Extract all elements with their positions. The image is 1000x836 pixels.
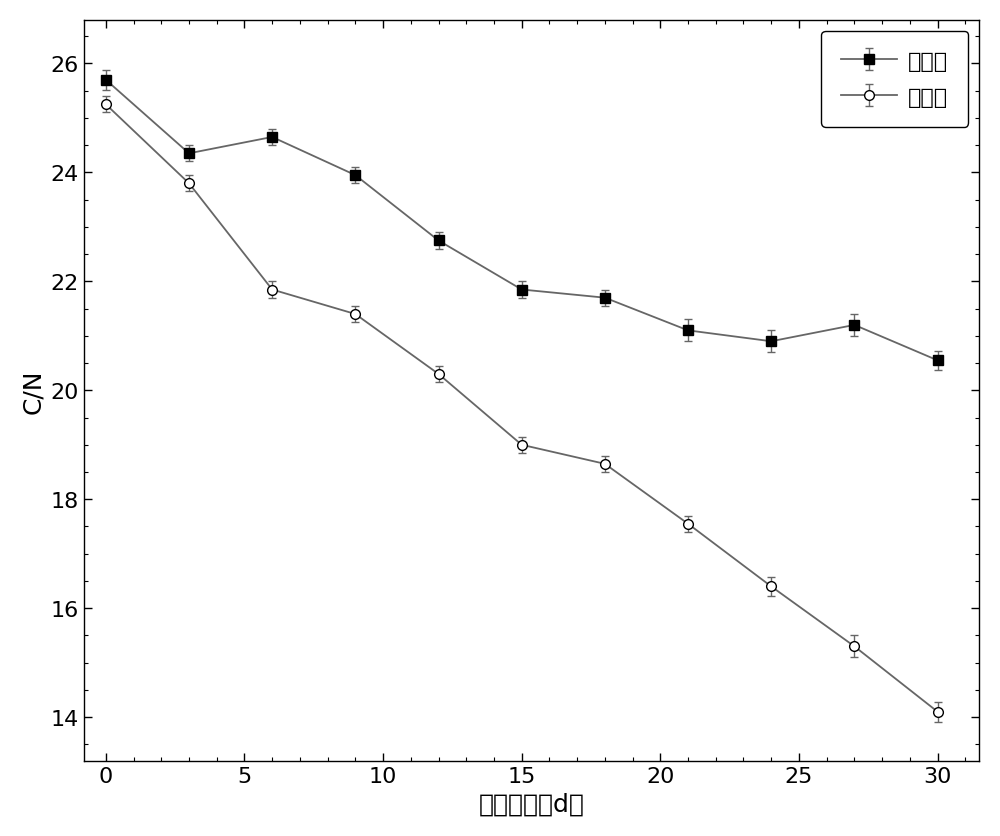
Legend: 对照组, 实验组: 对照组, 实验组 — [821, 32, 968, 127]
Y-axis label: C/N: C/N — [21, 369, 45, 413]
X-axis label: 堆肌时间（d）: 堆肌时间（d） — [478, 791, 584, 815]
